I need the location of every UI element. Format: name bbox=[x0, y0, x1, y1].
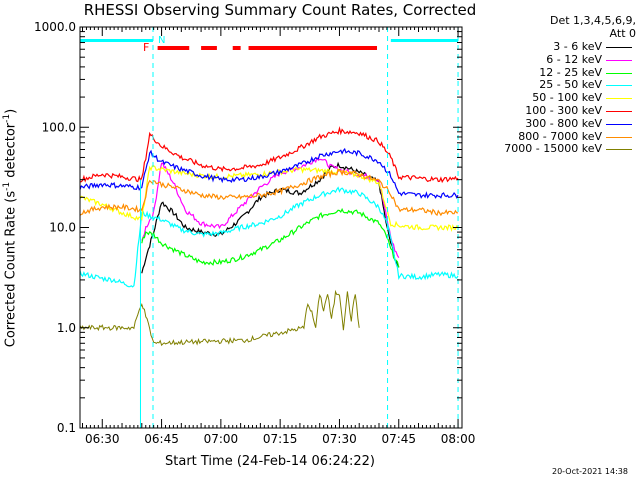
legend-entry-3: 25 - 50 keV bbox=[478, 79, 638, 92]
flare-flag-bar-3 bbox=[248, 46, 378, 50]
y-axis-title-sup: -1 bbox=[2, 181, 12, 191]
series-line-0 bbox=[141, 161, 400, 274]
legend-label: 50 - 100 keV bbox=[532, 91, 602, 105]
y-tick-label-4: 1000.0 bbox=[34, 20, 76, 34]
detector-info: Det 1,3,4,5,6,9, Att 0 bbox=[486, 14, 636, 40]
generated-timestamp: 20-Oct-2021 14:38 bbox=[552, 467, 628, 476]
legend-label: 6 - 12 keV bbox=[546, 52, 602, 66]
x-tick-label-5: 07:45 bbox=[381, 432, 416, 446]
legend-swatch bbox=[606, 123, 632, 125]
series-line-5 bbox=[79, 126, 459, 184]
y-axis-title-main: Corrected Count Rate (s bbox=[3, 190, 19, 348]
x-axis-title: Start Time (24-Feb-14 06:24:22) bbox=[165, 454, 375, 469]
plot-frame bbox=[79, 26, 463, 429]
flare-flag-bar-0 bbox=[157, 46, 190, 50]
legend-swatch bbox=[606, 85, 632, 87]
saa-flag-bar-0 bbox=[80, 39, 154, 42]
legend: 3 - 6 keV 6 - 12 keV 12 - 25 keV 25 - 50 ke… bbox=[478, 40, 638, 156]
x-tick-label-3: 07:15 bbox=[263, 432, 298, 446]
legend-entry-1: 6 - 12 keV bbox=[478, 52, 638, 67]
flare-flag-bar-1 bbox=[201, 46, 217, 50]
legend-label: 25 - 50 keV bbox=[539, 78, 602, 92]
flare-flag-label: F bbox=[143, 41, 149, 54]
series-line-3 bbox=[79, 186, 459, 288]
legend-label: 7000 - 15000 keV bbox=[504, 142, 602, 156]
axis-layer: 0.1 1.0 10.0 100.0 1000.0 06:30 06:45 07:00 07:1… bbox=[34, 20, 475, 446]
legend-swatch bbox=[606, 136, 632, 138]
legend-entry-0: 3 - 6 keV bbox=[478, 40, 638, 54]
y-axis-title-mid: detector bbox=[3, 122, 19, 182]
flare-flag-bar-2 bbox=[232, 46, 241, 50]
legend-label: 12 - 25 keV bbox=[539, 65, 602, 79]
legend-swatch bbox=[606, 59, 632, 61]
legend-label: 800 - 7000 keV bbox=[518, 129, 602, 143]
legend-entry-7: 800 - 7000 keV bbox=[478, 129, 638, 144]
legend-label: 100 - 300 keV bbox=[525, 103, 602, 117]
x-tick-label-1: 06:45 bbox=[144, 432, 179, 446]
y-axis-title-end: ) bbox=[3, 108, 19, 114]
legend-swatch bbox=[606, 47, 632, 48]
series-line-7 bbox=[79, 168, 459, 217]
legend-entry-2: 12 - 25 keV bbox=[478, 65, 638, 80]
x-tick-label-2: 07:00 bbox=[204, 432, 239, 446]
attenuator-line: Att 0 bbox=[609, 27, 636, 40]
saa-flag-bar-1 bbox=[390, 39, 459, 42]
night-flag-label: N bbox=[158, 35, 165, 46]
x-tick-label-4: 07:30 bbox=[322, 432, 357, 446]
legend-swatch bbox=[606, 149, 632, 151]
y-tick-label-1: 1.0 bbox=[57, 321, 76, 335]
legend-swatch bbox=[606, 98, 632, 100]
y-tick-label-3: 100.0 bbox=[42, 120, 76, 134]
x-tick-label-6: 08:00 bbox=[441, 432, 476, 446]
legend-swatch bbox=[606, 110, 632, 112]
series-line-8 bbox=[79, 289, 360, 347]
series-line-6 bbox=[79, 147, 459, 199]
legend-entry-8: 7000 - 15000 keV bbox=[478, 143, 638, 156]
series-line-2 bbox=[141, 207, 400, 268]
legend-entry-4: 50 - 100 keV bbox=[478, 91, 638, 105]
y-axis-title-sup2: -1 bbox=[2, 113, 12, 123]
legend-swatch bbox=[606, 72, 632, 74]
series-layer bbox=[79, 126, 459, 347]
legend-entry-5: 100 - 300 keV bbox=[478, 103, 638, 118]
y-axis-title: Corrected Count Rate (s-1 detector-1) bbox=[2, 108, 18, 348]
x-tick-label-0: 06:30 bbox=[85, 432, 120, 446]
y-tick-label-0: 0.1 bbox=[57, 421, 76, 435]
chart-title: RHESSI Observing Summary Count Rates, Co… bbox=[83, 1, 477, 19]
legend-entry-6: 300 - 800 keV bbox=[478, 116, 638, 131]
detector-line: Det 1,3,4,5,6,9, bbox=[549, 14, 636, 27]
y-tick-label-2: 10.0 bbox=[49, 221, 76, 235]
legend-label: 300 - 800 keV bbox=[525, 116, 602, 130]
legend-label: 3 - 6 keV bbox=[553, 40, 602, 53]
